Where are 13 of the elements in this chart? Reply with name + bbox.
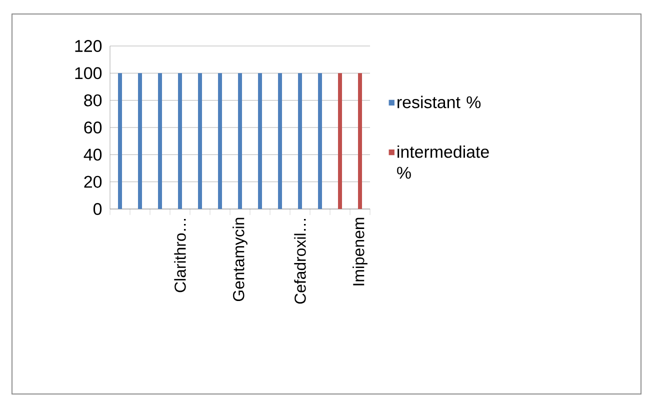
- y-tick-label: 40: [84, 148, 102, 161]
- y-tick-label: 120: [75, 40, 102, 52]
- legend-label: intermediate %: [397, 145, 489, 179]
- y-tick-label: 20: [84, 176, 102, 188]
- x-tick-label: Clarithro…: [174, 218, 186, 292]
- y-tick-label: 100: [75, 67, 102, 80]
- y-tick-label: 0: [93, 203, 102, 215]
- x-tick-label: Cefadroxil…: [294, 218, 306, 304]
- x-tick-label: Gentamycin: [232, 218, 248, 302]
- y-tick-label: 80: [84, 94, 102, 106]
- x-tick-label: Imipenem: [352, 218, 368, 286]
- y-tick-label: 60: [84, 122, 102, 134]
- legend-label: resistant %: [398, 96, 481, 108]
